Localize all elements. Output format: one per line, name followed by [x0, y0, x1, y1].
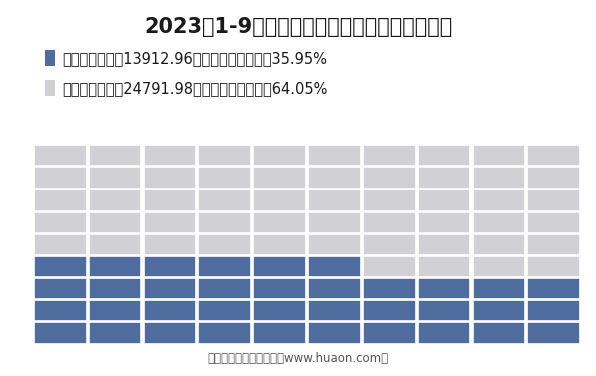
Text: 制图：华经产业研究院（www.huaon.com）: 制图：华经产业研究院（www.huaon.com） [207, 352, 389, 365]
Text: 2023年1-9月四川建筑业企业签订合同金额结构: 2023年1-9月四川建筑业企业签订合同金额结构 [144, 17, 452, 37]
Text: 本年新签合同额13912.96亿元，占签订合同的35.95%: 本年新签合同额13912.96亿元，占签订合同的35.95% [63, 51, 327, 66]
Text: 上年结转合同额24791.98亿元，占签订合同的64.05%: 上年结转合同额24791.98亿元，占签订合同的64.05% [63, 81, 328, 96]
